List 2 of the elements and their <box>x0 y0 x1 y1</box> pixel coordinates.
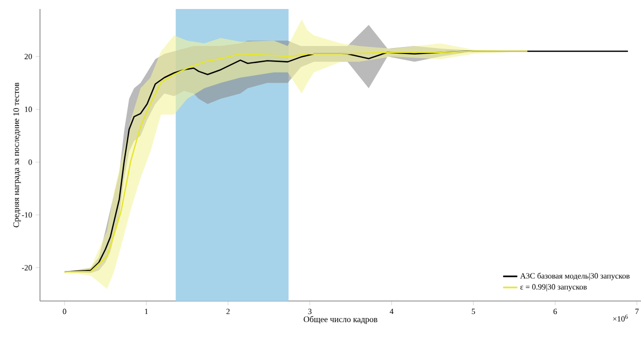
y-axis-title: Средняя награда за последние 10 тестов <box>13 82 21 228</box>
x-axis-title: Общее число кадров <box>304 316 378 324</box>
